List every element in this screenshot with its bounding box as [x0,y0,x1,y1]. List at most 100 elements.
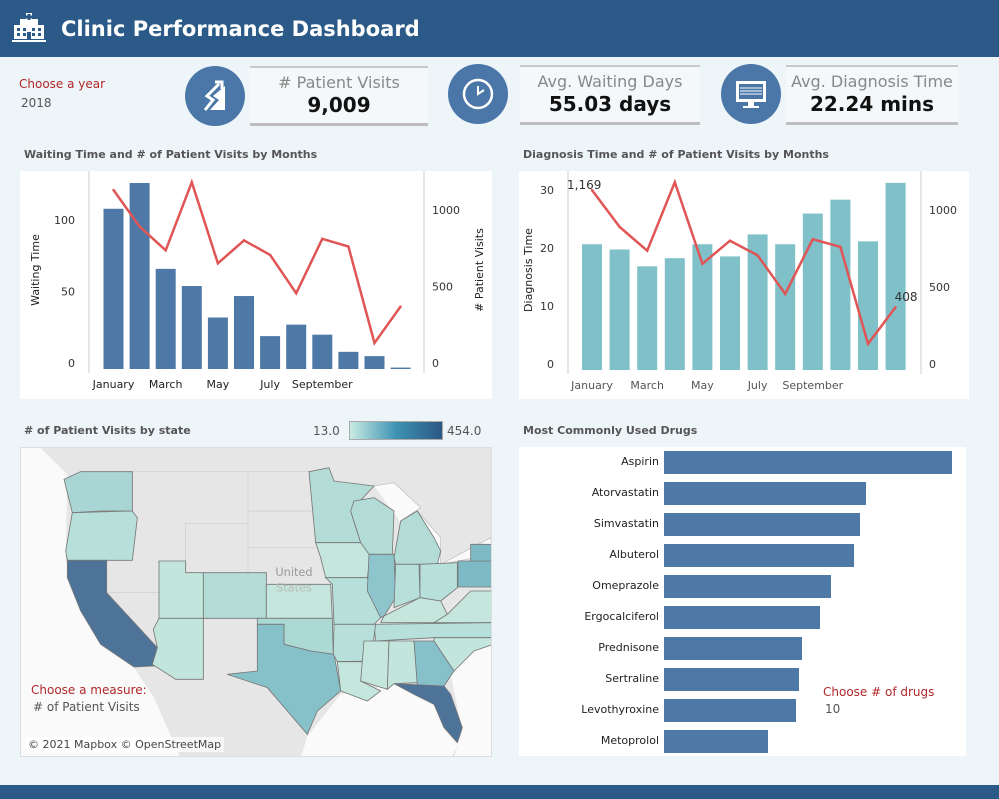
drugs-filter-dropdown[interactable]: 10 [825,702,841,716]
drug-bar-metoprolol[interactable] [664,730,768,753]
y-axis-title: Waiting Time [29,234,42,306]
bar-october [338,351,359,369]
visits-point-may [701,262,704,266]
drug-label: Atorvastatin [591,486,659,499]
state-texas[interactable] [227,623,342,736]
state-colorado[interactable] [202,572,267,619]
y-tick-label: 50 [61,285,75,298]
state-new-york[interactable] [470,543,492,562]
page-title: Clinic Performance Dashboard [61,17,420,41]
state-florida[interactable] [393,683,463,744]
visits-point-july [756,254,759,257]
state-washington[interactable] [63,471,133,514]
state-mississippi[interactable] [360,640,390,690]
kpi-patient-visits: # Patient Visits 9,009 [250,66,428,126]
bar-december [390,367,411,369]
y2-tick-label: 1000 [929,204,957,217]
y-tick-label: 100 [54,214,75,227]
drug-bar-levothyroxine[interactable] [664,699,797,722]
visits-point-october [347,245,350,248]
drug-bar-simvastatin[interactable] [664,513,860,536]
chart-title: Most Commonly Used Drugs [523,424,698,437]
visits-line [112,178,402,346]
x-tick-label: July [259,378,280,391]
bar-november [858,241,878,370]
drug-label: Metoprolol [600,734,659,747]
drug-bar-omeprazole[interactable] [664,575,832,598]
drug-label: Simvastatin [593,517,659,530]
bar-may [207,317,228,369]
visits-point-december [399,305,402,308]
visits-point-september [321,237,324,241]
bar-july [747,234,768,370]
kpi-avg-diagnosis-time: Avg. Diagnosis Time 22.24 mins [786,65,958,125]
state-pennsylvania[interactable] [457,560,492,588]
x-tick-label: July [747,379,768,392]
x-tick-label: September [782,379,843,392]
state-virginia[interactable] [432,590,492,624]
bar-april [664,258,685,370]
y2-axis-title: # Patient Visits [473,228,486,312]
drug-label: Omeprazole [592,579,659,592]
map-place-label: States [276,581,312,595]
state-alabama[interactable] [386,640,418,691]
header-bar: Clinic Performance Dashboard [0,0,999,57]
map-attribution[interactable]: © 2021 Mapbox © OpenStreetMap [25,737,225,752]
visits-point-november [373,341,376,345]
legend-min: 13.0 [313,424,340,438]
state-arizona[interactable] [151,617,204,680]
drug-bar-prednisone[interactable] [664,637,803,660]
visits-point-may [216,262,220,265]
visits-point-february [138,225,141,228]
kpi-value: 22.24 mins [809,92,935,116]
bar-august [775,244,796,370]
visits-point-november [866,342,870,346]
diagnosis-time-chart: 0 10 20 30 0 500 1000 January March May July Septem… [522,171,957,392]
visits-point-june [242,239,246,242]
bar-november [364,356,385,369]
drug-label: Albuterol [609,548,659,561]
bar-august [286,324,307,369]
drug-bar-sertraline[interactable] [664,668,800,691]
kpi-value: 55.03 days [548,92,672,116]
drug-bar-albuterol[interactable] [664,544,855,567]
drug-label: Aspirin [621,455,659,468]
drug-label: Ergocalciferol [584,610,659,623]
bar-february [129,183,150,369]
state-california[interactable] [66,559,158,668]
kpi-value: 9,009 [307,93,371,117]
state-oregon[interactable] [65,510,138,561]
state-carolinas[interactable] [433,637,492,672]
chart-title: Waiting Time and # of Patient Visits by … [24,148,318,161]
drug-bar-aspirin[interactable] [664,451,952,474]
drug-bar-ergocalciferol[interactable] [664,606,820,629]
bar-april [181,286,202,369]
bar-march [637,266,658,370]
y-axis-title: Diagnosis Time [522,228,535,312]
data-label-last: 408 [895,290,918,304]
y2-tick-label: 0 [432,357,439,370]
state-ohio[interactable] [419,562,458,602]
bar-september [312,334,333,369]
kpi-title: # Patient Visits [278,73,400,92]
y-tick-label: 10 [540,300,554,313]
x-tick-label: March [630,379,664,392]
visits-point-october [839,245,842,249]
kpi-avg-waiting-days: Avg. Waiting Days 55.03 days [520,65,700,125]
bar-may [692,244,713,370]
year-filter-dropdown[interactable]: 2018 [21,96,52,110]
chart-title: Diagnosis Time and # of Patient Visits b… [523,148,829,161]
drug-label: Prednisone [598,641,659,654]
map-title: # of Patient Visits by state [24,424,191,437]
measure-filter-dropdown[interactable]: # of Patient Visits [33,700,140,714]
state-georgia[interactable] [413,640,455,687]
y-tick-label: 0 [68,357,75,370]
drug-bar-atorvastatin[interactable] [664,482,866,505]
drug-label: Sertraline [605,672,659,685]
state-map[interactable]: United States Choose a measure: # of Pat… [20,447,492,757]
visits-point-august [784,292,787,296]
bar-july [260,336,281,369]
x-tick-label: January [570,379,613,392]
x-tick-label: September [292,378,353,391]
